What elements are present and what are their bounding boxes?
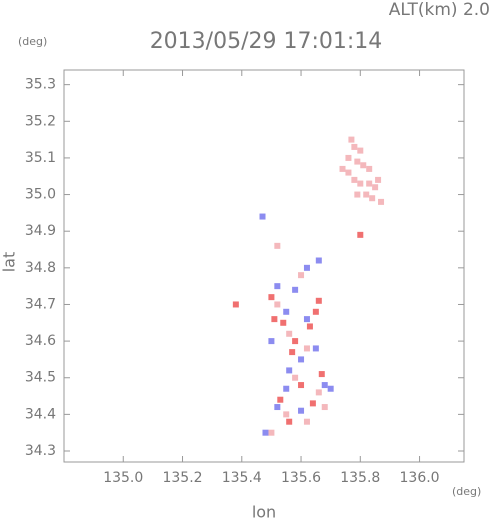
echo-point: [354, 158, 361, 165]
echo-point: [303, 418, 310, 425]
echo-point: [363, 191, 370, 198]
echo-point: [321, 382, 328, 389]
echo-point: [318, 371, 325, 378]
x-tick-label: 136.0: [400, 470, 440, 486]
echo-point: [348, 136, 355, 143]
echo-point: [274, 283, 281, 290]
y-tick-label: 34.8: [25, 260, 56, 276]
y-tick-label: 34.3: [25, 443, 56, 459]
echo-point: [280, 319, 287, 326]
x-tick-label: 135.0: [103, 470, 143, 486]
echo-point: [357, 180, 364, 187]
echo-point: [351, 176, 358, 183]
echo-point: [298, 407, 305, 414]
echo-point: [345, 154, 352, 161]
y-unit: (deg): [18, 35, 47, 48]
echo-point: [339, 165, 346, 172]
echo-point: [268, 294, 275, 301]
echo-point: [298, 356, 305, 363]
echo-point: [309, 400, 316, 407]
echo-point: [274, 301, 281, 308]
echo-point: [268, 429, 275, 436]
x-tick-label: 135.6: [281, 470, 321, 486]
echo-point: [315, 257, 322, 264]
echo-point: [303, 345, 310, 352]
echo-point: [292, 374, 299, 381]
echo-point: [306, 323, 313, 330]
y-tick-label: 34.5: [25, 370, 56, 386]
echo-point: [354, 191, 361, 198]
echo-point: [315, 389, 322, 396]
echo-point: [298, 382, 305, 389]
echo-point: [321, 404, 328, 411]
x-axis-label: lon: [252, 503, 276, 521]
echo-point: [298, 272, 305, 279]
echo-point: [345, 169, 352, 176]
echo-point: [286, 367, 293, 374]
echo-point: [351, 143, 358, 150]
echo-point: [274, 404, 281, 411]
y-tick-label: 34.4: [25, 406, 56, 422]
echo-point: [286, 418, 293, 425]
echo-point: [268, 338, 275, 345]
echo-point: [232, 301, 239, 308]
echo-point: [274, 242, 281, 249]
echo-point: [369, 195, 376, 202]
x-tick-label: 135.2: [162, 470, 202, 486]
x-unit: (deg): [452, 485, 481, 498]
echo-point: [357, 231, 364, 238]
x-tick-label: 135.4: [222, 470, 262, 486]
echo-point: [262, 429, 269, 436]
echo-point: [303, 264, 310, 271]
y-tick-label: 35.3: [25, 77, 56, 93]
echo-point: [366, 165, 373, 172]
echo-point: [283, 308, 290, 315]
echo-point: [312, 308, 319, 315]
x-tick-label: 135.8: [340, 470, 380, 486]
echo-point: [283, 385, 290, 392]
echo-point: [292, 286, 299, 293]
echo-point: [283, 411, 290, 418]
echo-point: [277, 396, 284, 403]
echo-point: [378, 198, 385, 205]
y-tick-label: 34.9: [25, 223, 56, 239]
echo-point: [271, 316, 278, 323]
echo-point: [327, 385, 334, 392]
y-tick-label: 35.2: [25, 113, 56, 129]
echo-point: [315, 297, 322, 304]
echo-point: [303, 316, 310, 323]
chart-title: 2013/05/29 17:01:14: [150, 29, 383, 54]
y-tick-label: 34.6: [25, 333, 56, 349]
echo-point: [357, 147, 364, 154]
plot-frame: [63, 69, 465, 463]
echo-point: [289, 349, 296, 356]
echo-point: [286, 330, 293, 337]
altitude-label: ALT(km) 2.0: [389, 0, 490, 20]
echo-point: [259, 213, 266, 220]
echo-point: [312, 345, 319, 352]
echo-point: [292, 338, 299, 345]
echo-point: [360, 162, 367, 169]
y-tick-label: 35.1: [25, 150, 56, 166]
echo-point: [372, 184, 379, 191]
y-axis-label: lat: [0, 252, 19, 273]
echo-point: [366, 180, 373, 187]
echo-point: [375, 176, 382, 183]
y-tick-label: 34.7: [25, 296, 56, 312]
y-tick-label: 35.0: [25, 187, 56, 203]
